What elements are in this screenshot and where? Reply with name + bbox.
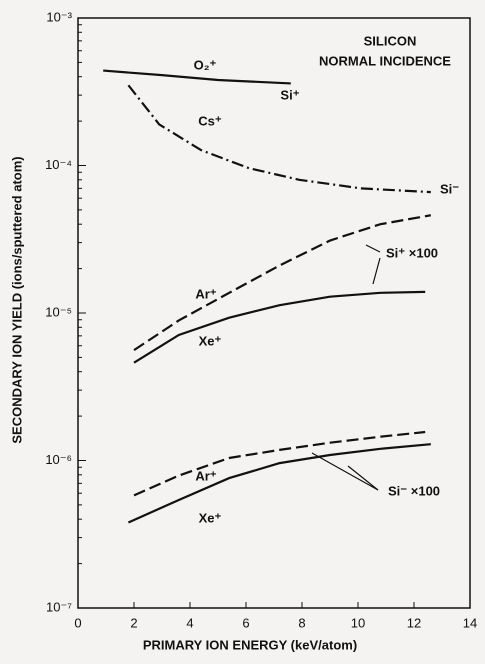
series-label: Ar⁺ (195, 468, 216, 483)
x-tick-label: 8 (298, 615, 305, 630)
annotation: Si⁺ (280, 87, 299, 102)
y-tick-label: 10⁻³ (46, 9, 72, 24)
title-line: SILICON (364, 33, 417, 48)
series-label: O₂⁺ (194, 57, 217, 72)
series-label: Xe⁺ (199, 510, 222, 525)
y-tick-label: 10⁻⁵ (45, 304, 72, 319)
series-line (103, 71, 291, 84)
annotation: Si⁺ ×100 (386, 245, 438, 260)
y-tick-label: 10⁻⁴ (45, 157, 72, 172)
y-tick-label: 10⁻⁷ (46, 599, 72, 614)
x-tick-label: 12 (407, 615, 421, 630)
series-line (134, 292, 425, 363)
y-axis-label: SECONDARY ION YIELD (ions/sputtered atom… (9, 156, 24, 443)
series-label: Xe⁺ (199, 333, 222, 348)
x-tick-label: 4 (186, 615, 193, 630)
series-line (128, 444, 430, 522)
x-tick-label: 2 (130, 615, 137, 630)
x-tick-label: 0 (74, 615, 81, 630)
series-label: Ar⁺ (195, 286, 216, 301)
title-line: NORMAL INCIDENCE (319, 53, 451, 68)
chart: PRIMARY ION ENERGY (keV/atom) SECONDARY … (0, 0, 485, 664)
series-line (134, 215, 431, 350)
x-tick-label: 6 (242, 615, 249, 630)
x-tick-label: 10 (351, 615, 365, 630)
annotation: Si⁻ (440, 181, 459, 196)
series-label: Cs⁺ (198, 113, 222, 128)
annotation: Si⁻ ×100 (388, 483, 440, 498)
x-axis-label: PRIMARY ION ENERGY (keV/atom) (143, 637, 357, 652)
x-tick-label: 14 (463, 615, 477, 630)
y-tick-label: 10⁻⁶ (45, 452, 72, 467)
